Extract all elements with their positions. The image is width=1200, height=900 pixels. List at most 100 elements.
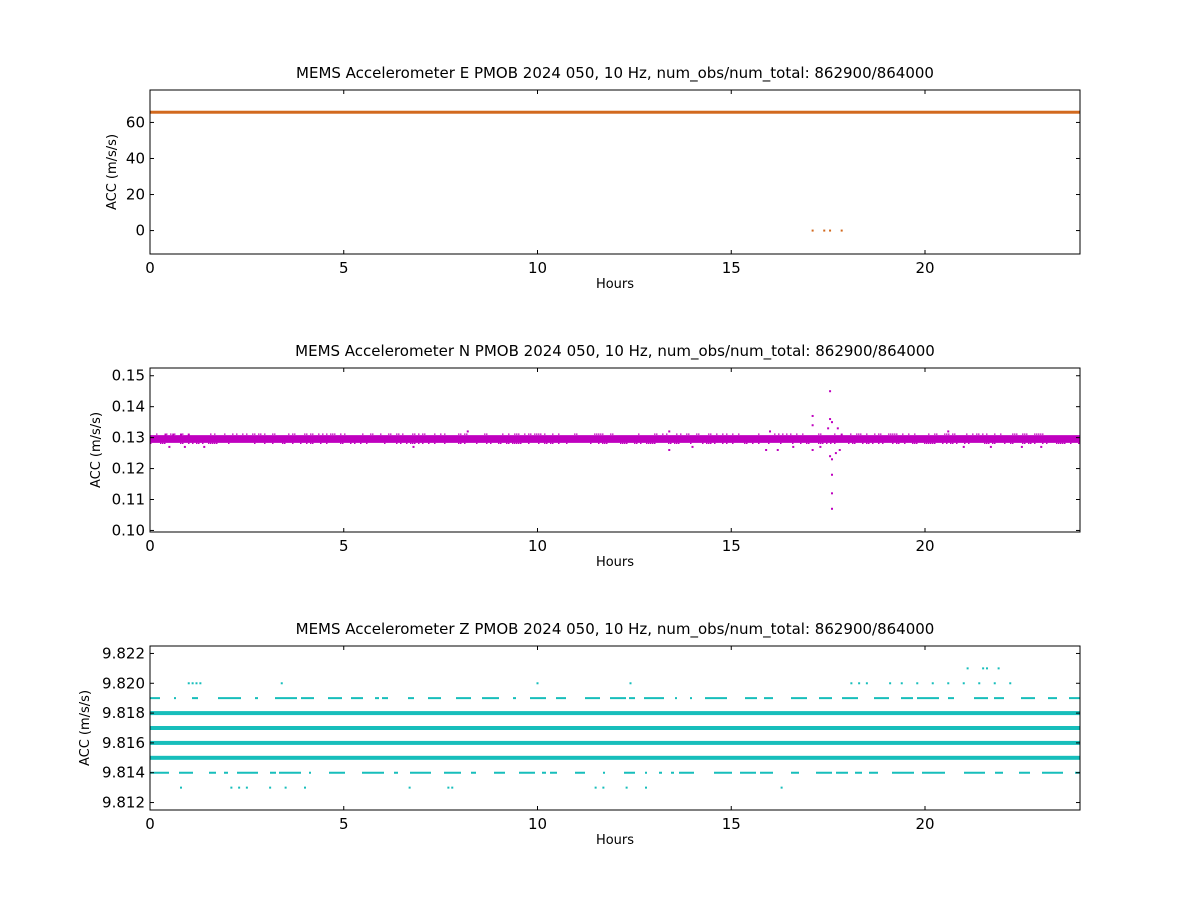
data-point xyxy=(172,433,175,436)
data-point xyxy=(831,421,833,424)
subplot-1: 0 5 10 15 20 0.10 0.11 0.12 0.13 0.14 0.15 MEMS Acc… xyxy=(89,342,1081,570)
data-point xyxy=(284,786,287,789)
data-point xyxy=(1009,682,1012,685)
data-point xyxy=(831,458,833,461)
y-tick-label: 60 xyxy=(126,113,145,131)
data-point xyxy=(451,786,454,789)
data-point xyxy=(668,430,671,433)
data-point xyxy=(829,455,832,458)
y-tick-label: 9.812 xyxy=(102,794,145,812)
data-level-line xyxy=(150,711,1080,716)
data-point xyxy=(230,786,233,789)
x-tick-label: 15 xyxy=(722,537,741,555)
data-point xyxy=(304,786,306,789)
axes-frame xyxy=(149,645,1081,811)
subplot-0: 0 5 10 15 20 0 20 40 60 MEMS Accelerometer E PMOB… xyxy=(105,64,1081,292)
x-tick-label: 20 xyxy=(915,259,934,277)
plot-area xyxy=(150,390,1080,510)
data-point xyxy=(245,786,248,789)
data-point xyxy=(947,430,950,433)
data-point xyxy=(900,682,903,685)
data-point xyxy=(989,445,992,448)
x-tick-label: 5 xyxy=(339,537,349,555)
data-point xyxy=(865,682,868,685)
data-point xyxy=(602,786,605,789)
data-point xyxy=(180,433,182,436)
data-point xyxy=(858,682,861,685)
data-point xyxy=(827,427,830,430)
data-point xyxy=(408,786,411,789)
data-point xyxy=(447,786,450,789)
data-point xyxy=(668,449,671,451)
x-tick-label: 5 xyxy=(339,259,349,277)
data-point xyxy=(829,229,832,232)
x-tick-label: 0 xyxy=(145,259,155,277)
data-point xyxy=(269,786,272,789)
y-tick-label: 9.820 xyxy=(102,674,145,692)
y-tick-label: 0 xyxy=(135,222,145,240)
data-point xyxy=(792,445,795,448)
data-point xyxy=(831,492,833,495)
plot-area xyxy=(150,110,1080,232)
y-tick-label: 0.15 xyxy=(112,367,145,385)
data-band xyxy=(150,110,1080,114)
data-point xyxy=(823,229,826,232)
x-tick-label: 0 xyxy=(145,815,155,833)
data-point xyxy=(180,786,182,789)
data-point xyxy=(195,682,198,685)
data-point xyxy=(776,449,779,451)
data-level-line xyxy=(150,726,1080,730)
data-point xyxy=(191,682,194,685)
x-tick-label: 10 xyxy=(528,537,547,555)
y-tick-label: 0.13 xyxy=(112,429,145,447)
data-point xyxy=(834,452,837,455)
x-tick-label: 5 xyxy=(339,815,349,833)
data-point xyxy=(164,433,167,436)
data-point xyxy=(838,449,841,451)
data-point xyxy=(966,667,969,670)
data-point xyxy=(199,682,202,685)
data-point xyxy=(811,449,814,451)
x-tick-label: 15 xyxy=(722,815,741,833)
y-tick-label: 0.10 xyxy=(112,521,145,539)
subplot-title: MEMS Accelerometer Z PMOB 2024 050, 10 H… xyxy=(296,620,935,639)
data-point xyxy=(412,445,415,448)
data-point xyxy=(183,445,186,448)
y-tick-label: 40 xyxy=(126,149,145,167)
subplot-title: MEMS Accelerometer N PMOB 2024 050, 10 H… xyxy=(295,342,935,361)
axes-frame xyxy=(149,367,1081,533)
data-point xyxy=(594,786,597,789)
data-point xyxy=(850,682,853,685)
data-point xyxy=(168,445,171,448)
subplot-2: 0 5 10 15 20 9.812 9.814 9.816 9.818 9.820 9.822 ME… xyxy=(78,620,1081,848)
data-point xyxy=(962,682,965,685)
data-point xyxy=(986,667,988,670)
data-point xyxy=(536,682,539,685)
data-point xyxy=(997,667,1000,670)
data-point xyxy=(629,682,632,685)
y-tick-label: 9.822 xyxy=(102,644,145,662)
data-point xyxy=(765,449,768,451)
data-point xyxy=(1040,445,1043,448)
data-point xyxy=(645,786,647,789)
y-tick-label: 9.818 xyxy=(102,704,145,722)
data-point xyxy=(831,473,833,476)
data-band-edge xyxy=(150,433,1080,444)
data-point xyxy=(811,424,814,427)
y-tick-label: 0.14 xyxy=(112,398,145,416)
axes-frame xyxy=(149,89,1081,255)
y-axis-label: ACC (m/s/s) xyxy=(78,690,93,766)
data-point xyxy=(962,445,965,448)
data-point xyxy=(769,430,771,433)
data-point xyxy=(187,433,190,436)
data-point xyxy=(811,229,814,232)
data-point xyxy=(203,445,206,448)
data-point xyxy=(280,682,283,685)
data-point xyxy=(811,414,814,417)
x-tick-label: 15 xyxy=(722,259,741,277)
data-point xyxy=(993,682,996,685)
x-tick-label: 0 xyxy=(145,537,155,555)
data-point xyxy=(831,507,833,510)
